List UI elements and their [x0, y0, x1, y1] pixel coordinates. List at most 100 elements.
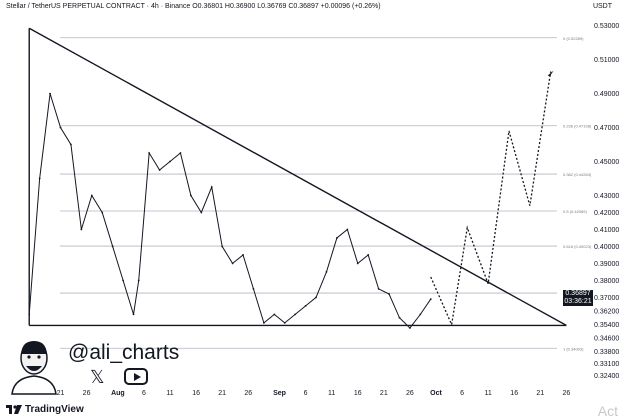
- y-tick-label: 0.40000: [594, 244, 619, 251]
- x-tick-label: Aug: [111, 390, 125, 397]
- activation-overlay-text: Act: [597, 403, 618, 419]
- price-point: [367, 254, 370, 256]
- y-tick-label: 0.47000: [594, 125, 619, 132]
- price-series: [28, 92, 432, 329]
- x-tick-label: 6: [304, 390, 308, 397]
- price-point: [388, 293, 390, 295]
- price-point: [80, 228, 83, 231]
- tradingview-logo[interactable]: TradingView: [6, 404, 84, 415]
- price-point: [148, 152, 151, 154]
- last-price-tag: 0.36897: [563, 290, 593, 299]
- x-tick-label: 16: [354, 390, 362, 397]
- y-axis: 0.53000 0.51000 0.49000 0.47000 0.45000 0.430…: [594, 23, 619, 380]
- y-tick-label: 0.41000: [594, 227, 619, 234]
- price-point: [90, 194, 93, 197]
- y-tick-label: 0.37000: [594, 295, 619, 302]
- y-tick-label: 0.33100: [594, 361, 619, 368]
- price-point: [398, 316, 401, 319]
- price-point: [409, 327, 411, 329]
- price-point: [111, 245, 114, 248]
- price-point: [137, 279, 140, 282]
- x-tick-label: 16: [192, 390, 200, 397]
- symbol-title: Stellar / TetherUS PERPETUAL CONTRACT · …: [6, 3, 191, 10]
- y-tick-label: 0.39000: [594, 261, 619, 268]
- y-tick-label: 0.53000: [594, 23, 619, 30]
- price-point: [169, 160, 171, 163]
- x-tick-label: 26: [83, 390, 91, 397]
- triangle-pattern: [28, 27, 567, 327]
- avatar-illustration: [11, 341, 57, 395]
- price-point: [132, 313, 135, 316]
- price-point: [335, 237, 338, 239]
- price-point: [189, 194, 192, 197]
- price-point: [377, 288, 380, 290]
- x-tick-label: 16: [510, 390, 518, 397]
- y-tick-label: 0.34600: [594, 336, 619, 343]
- price-point: [346, 228, 349, 231]
- price-point: [419, 313, 422, 316]
- x-tick-label: 11: [166, 390, 173, 397]
- x-tick-label: 11: [484, 390, 491, 397]
- price-point: [200, 211, 203, 214]
- price-point: [231, 262, 234, 265]
- y-tick-label: 0.35400: [594, 322, 619, 329]
- fib-label: 0.382 (0.44263): [563, 172, 592, 177]
- fib-levels: 0 (0.52289) 0.236 (0.47108) 0.382 (0.44263…: [60, 36, 592, 351]
- x-tick-label: 26: [244, 390, 252, 397]
- price-point: [158, 169, 161, 171]
- x-tick-label: 11: [328, 390, 335, 397]
- fib-label: 0.5 (0.42089): [563, 209, 587, 214]
- fib-label: 0.618 (0.40023): [563, 244, 592, 249]
- fib-label: 0 (0.52289): [563, 36, 584, 41]
- y-tick-label: 0.36200: [594, 308, 619, 315]
- price-line: [28, 93, 432, 329]
- price-point: [70, 143, 72, 146]
- x-tick-label: 6: [460, 390, 464, 397]
- author-handle: @ali_charts: [68, 341, 180, 364]
- x-tick-label: 21: [57, 390, 65, 397]
- projection-arrowhead: [547, 70, 554, 77]
- x-tick-label: Sep: [273, 390, 286, 397]
- y-tick-label: 0.42000: [594, 210, 619, 217]
- price-point: [38, 177, 41, 180]
- price-point: [28, 313, 31, 316]
- x-logo-icon[interactable]: 𝕏: [90, 367, 105, 387]
- triangle-upper-trendline: [28, 27, 567, 327]
- x-tick-label: 6: [142, 390, 146, 397]
- price-point: [101, 211, 104, 214]
- projection-line: [430, 71, 552, 327]
- price-point: [315, 296, 317, 299]
- tradingview-mark-icon: [6, 405, 22, 414]
- y-tick-label: 0.49000: [594, 91, 619, 98]
- projection-path: [430, 70, 554, 327]
- price-point: [262, 321, 265, 324]
- x-tick-label: 21: [536, 390, 544, 397]
- y-tick-label: 0.33800: [594, 349, 619, 356]
- price-point: [49, 92, 51, 95]
- price-point: [304, 304, 307, 307]
- price-point: [273, 313, 276, 316]
- y-tick-label: 0.32400: [594, 373, 619, 380]
- price-point: [294, 313, 297, 316]
- currency-label: USDT: [592, 3, 612, 10]
- ohlc-readout: O0.36801 H0.36900 L0.36769 C0.36897 +0.0…: [192, 3, 381, 10]
- price-point: [242, 254, 244, 256]
- x-tick-label: 26: [562, 390, 570, 397]
- chart-header: Stellar / TetherUS PERPETUAL CONTRACT · …: [6, 3, 381, 10]
- price-point: [59, 126, 62, 129]
- price-point: [179, 152, 182, 154]
- youtube-icon[interactable]: [124, 368, 148, 385]
- y-tick-label: 0.51000: [594, 57, 619, 64]
- price-point: [429, 298, 432, 300]
- fib-label: 0.236 (0.47108): [563, 124, 592, 129]
- x-tick-label: 21: [380, 390, 388, 397]
- tradingview-brand: TradingView: [25, 404, 84, 415]
- price-point: [210, 186, 213, 188]
- y-tick-label: 0.38000: [594, 278, 619, 285]
- x-tick-label: 21: [218, 390, 226, 397]
- price-point: [325, 271, 328, 273]
- price-point: [283, 321, 286, 324]
- y-tick-label: 0.43000: [594, 193, 619, 200]
- x-axis: 21 26 Aug 6 11 16 21 26 Sep 6 11 16 21 26 Oct 6 11 16 21 26: [57, 390, 571, 397]
